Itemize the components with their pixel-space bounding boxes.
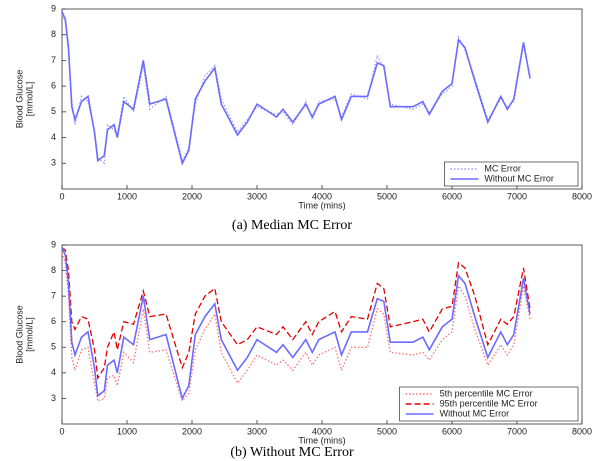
x-tick-label: 6000 [442, 191, 462, 201]
legend-label: MC Error [484, 163, 521, 173]
y-tick-label: 5 [51, 342, 56, 352]
x-tick-label: 1000 [117, 426, 137, 436]
x-tick-label: 8000 [572, 426, 592, 436]
y-tick-label: 9 [51, 239, 56, 249]
y-tick-label: 3 [51, 158, 56, 168]
legend-box [444, 161, 579, 187]
x-tick-label: 3000 [247, 426, 267, 436]
legend-label: 5th percentile MC Error [440, 388, 533, 398]
y-axis-label: [mmol/L] [24, 317, 34, 352]
caption: (b) Without MC Error [230, 445, 354, 460]
y-tick-label: 6 [51, 316, 56, 326]
x-tick-label: 7000 [507, 426, 527, 436]
x-tick-label: 1000 [117, 191, 137, 201]
x-axis-label: Time (mins) [298, 435, 345, 445]
data-line [61, 247, 531, 401]
x-tick-label: 8000 [572, 191, 592, 201]
x-tick-label: 4000 [312, 426, 332, 436]
x-tick-label: 5000 [377, 426, 397, 436]
y-tick-label: 6 [51, 81, 56, 91]
x-tick-label: 0 [59, 191, 64, 201]
legend-label: 95th percentile MC Error [440, 398, 538, 408]
y-tick-label: 7 [51, 55, 56, 65]
y-axis-label: [mmol/L] [24, 82, 34, 117]
y-tick-label: 9 [51, 3, 56, 13]
y-tick-label: 4 [51, 132, 56, 142]
x-tick-label: 6000 [442, 426, 462, 436]
y-axis-label: Blood Glucose [14, 70, 24, 129]
y-axis-label: Blood Glucose [14, 305, 24, 364]
y-tick-label: 7 [51, 291, 56, 301]
x-tick-label: 2000 [182, 426, 202, 436]
legend-label: Without MC Error [440, 408, 510, 418]
x-axis-label: Time (mins) [298, 200, 345, 210]
y-tick-label: 8 [51, 265, 56, 275]
legend-label: Without MC Error [484, 173, 554, 183]
x-tick-label: 5000 [377, 191, 397, 201]
data-line [61, 247, 531, 380]
x-tick-label: 0 [59, 426, 64, 436]
y-tick-label: 3 [51, 393, 56, 403]
caption: (a) Median MC Error [232, 218, 352, 233]
y-tick-label: 4 [51, 367, 56, 377]
y-tick-label: 5 [51, 106, 56, 116]
x-tick-label: 7000 [507, 191, 527, 201]
x-tick-label: 4000 [312, 191, 332, 201]
x-tick-label: 2000 [182, 191, 202, 201]
x-tick-label: 3000 [247, 191, 267, 201]
y-tick-label: 8 [51, 29, 56, 39]
data-line [61, 11, 531, 166]
data-line [61, 252, 531, 403]
